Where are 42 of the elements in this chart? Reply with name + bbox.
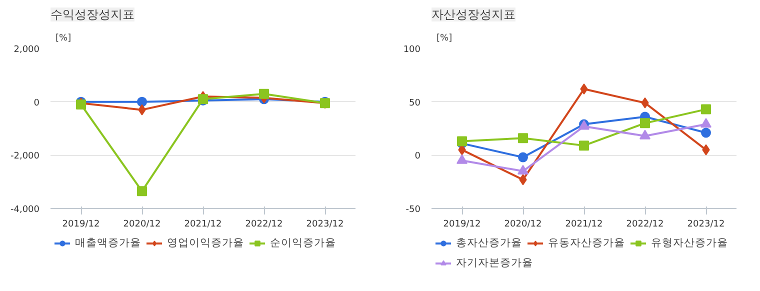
y-tick-label: -2,000: [10, 152, 40, 162]
point: [518, 133, 528, 144]
legend-label: 유동자산증가율: [548, 236, 625, 250]
x-tick-label: 2019/12: [443, 220, 481, 230]
point: [518, 164, 528, 175]
x-tick-label: 2023/12: [687, 220, 725, 230]
chart-title: 수익성장성지표: [50, 8, 134, 22]
x-tick-label: 2023/12: [306, 220, 344, 230]
x-tick-label: 2022/12: [626, 220, 664, 230]
point: [518, 152, 528, 162]
x-tick-label: 2021/12: [565, 220, 603, 230]
point: [137, 96, 147, 107]
y-axis-title: [%]: [436, 34, 452, 44]
x-tick-label: 2020/12: [123, 220, 161, 230]
point: [640, 130, 650, 140]
point: [701, 128, 711, 138]
legend-label: 유형자산증가율: [651, 236, 728, 250]
y-tick-label: 100: [403, 45, 421, 55]
legend-label: 영업이익증가율: [167, 236, 244, 250]
chart-title: 자산성장성지표: [432, 8, 516, 22]
x-tick-label: 2019/12: [62, 220, 100, 230]
y-tick-label: 0: [414, 152, 421, 162]
y-tick-label: 2,000: [14, 45, 40, 55]
legend-label: 총자산증가율: [456, 236, 522, 250]
x-tick-label: 2020/12: [504, 220, 542, 230]
legend-label: 매출액증가율: [75, 236, 141, 250]
y-tick-label: -4,000: [10, 205, 40, 215]
point: [700, 118, 712, 128]
legend-label: 자기자본증가율: [456, 256, 533, 270]
x-tick-label: 2022/12: [245, 220, 283, 230]
y-tick-label: 0: [34, 98, 40, 108]
point: [640, 118, 650, 128]
y-axis-title: [%]: [56, 34, 72, 44]
point: [701, 104, 711, 114]
point: [259, 88, 269, 99]
y-tick-label: -50: [406, 205, 421, 215]
point: [137, 186, 147, 196]
y-tick-label: 50: [409, 98, 421, 108]
point: [579, 140, 589, 151]
legend-label: 순이익증가율: [270, 236, 336, 250]
point: [456, 154, 468, 164]
x-tick-label: 2021/12: [184, 220, 222, 230]
